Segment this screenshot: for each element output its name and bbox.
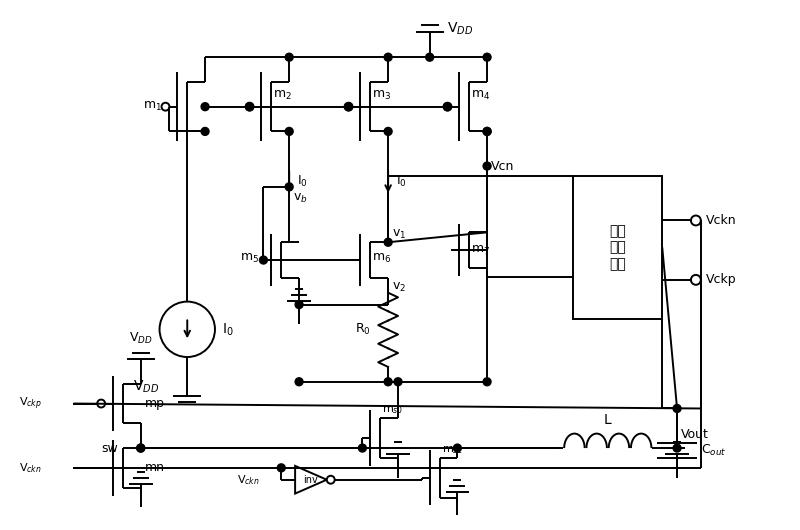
Text: mp: mp [145,397,165,410]
Circle shape [394,378,402,386]
Circle shape [673,444,681,452]
Text: m$_7$: m$_7$ [471,244,490,257]
Text: V$_{DD}$: V$_{DD}$ [134,378,159,395]
Bar [573,176,662,320]
Text: m$_6$: m$_6$ [372,252,391,264]
Circle shape [443,103,451,111]
Text: m$_{s0}$: m$_{s0}$ [382,404,403,417]
Text: V$_{DD}$: V$_{DD}$ [129,331,153,346]
Circle shape [286,127,293,135]
Circle shape [358,444,366,452]
Circle shape [137,444,145,452]
Text: L: L [604,413,612,427]
Text: Vckn: Vckn [706,214,736,227]
Text: mn: mn [145,461,165,474]
Text: Vckp: Vckp [706,273,736,286]
Text: I$_0$: I$_0$ [222,321,234,338]
Circle shape [384,378,392,386]
Circle shape [278,464,286,472]
Text: V$_{ckn}$: V$_{ckn}$ [237,473,260,487]
Circle shape [201,127,209,135]
Text: m$_3$: m$_3$ [372,89,391,102]
Circle shape [384,127,392,135]
Circle shape [286,53,293,61]
Circle shape [295,301,303,308]
Circle shape [483,53,491,61]
Text: m$_5$: m$_5$ [240,252,259,264]
Text: m$_2$: m$_2$ [274,89,292,102]
Circle shape [384,238,392,246]
Circle shape [483,378,491,386]
Circle shape [201,103,209,111]
Text: I$_0$: I$_0$ [297,174,308,189]
Circle shape [286,183,293,191]
Circle shape [259,256,267,264]
Text: sw: sw [101,441,118,455]
Text: V$_{DD}$: V$_{DD}$ [447,20,474,37]
Text: inv: inv [303,475,318,485]
Text: Vout: Vout [681,428,709,441]
Text: V$_{ckp}$: V$_{ckp}$ [19,395,42,412]
Text: R$_0$: R$_0$ [354,322,370,338]
Text: m$_4$: m$_4$ [471,89,490,102]
Circle shape [246,103,254,111]
Text: m$_1$: m$_1$ [142,100,162,113]
Text: m$_{s1}$: m$_{s1}$ [442,444,462,456]
Text: C$_{out}$: C$_{out}$ [701,443,726,458]
Text: I$_0$: I$_0$ [396,174,407,189]
Circle shape [426,53,434,61]
Circle shape [673,404,681,412]
Text: v$_1$: v$_1$ [392,228,406,241]
Circle shape [483,127,491,135]
Circle shape [295,378,303,386]
Circle shape [454,444,462,452]
Circle shape [483,162,491,170]
Text: Vcn: Vcn [491,160,514,173]
Text: 反馈
控制
回路: 反馈 控制 回路 [610,225,626,271]
Circle shape [483,127,491,135]
Text: v$_2$: v$_2$ [392,281,406,294]
Circle shape [137,444,145,452]
Circle shape [345,103,353,111]
Circle shape [384,53,392,61]
Text: V$_{ckn}$: V$_{ckn}$ [19,461,42,475]
Text: v$_b$: v$_b$ [293,192,308,205]
